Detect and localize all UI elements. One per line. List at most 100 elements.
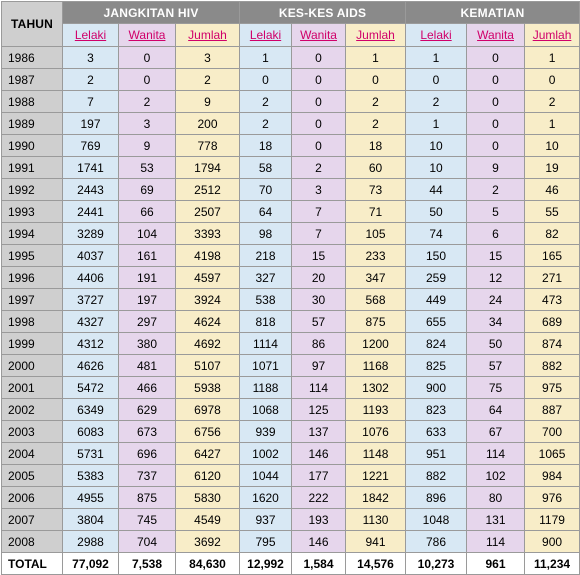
value-cell: 5 [466, 200, 526, 223]
value-cell: 795 [239, 530, 293, 553]
value-cell: 15 [291, 244, 347, 267]
group-header-row: TAHUN JANGKITAN HIV KES-KES AIDS KEMATIA… [1, 1, 580, 47]
value-cell: 7 [291, 222, 347, 245]
value-cell: 2 [239, 112, 293, 135]
value-cell: 50 [405, 200, 468, 223]
total-row: TOTAL 77,092 7,538 84,630 12,992 1,584 14,576 1… [1, 552, 580, 575]
value-cell: 1168 [345, 354, 407, 377]
value-cell: 673 [118, 420, 176, 443]
value-cell: 177 [291, 464, 347, 487]
value-cell: 2512 [174, 178, 241, 201]
total-value-cell: 77,092 [62, 552, 119, 575]
value-cell: 114 [466, 530, 526, 553]
value-cell: 3289 [62, 222, 119, 245]
subheader-cell: Wanita [118, 23, 176, 47]
value-cell: 1 [524, 112, 580, 135]
value-cell: 69 [118, 178, 176, 201]
value-cell: 9 [118, 134, 176, 157]
subheader-label: Wanita [477, 28, 514, 42]
table-row: 1999 4312 380 4692 1114 86 1200 824 50 874 [1, 332, 580, 355]
value-cell: 1071 [239, 354, 293, 377]
value-cell: 4955 [62, 486, 119, 509]
value-cell: 1620 [239, 486, 293, 509]
value-cell: 3924 [174, 288, 241, 311]
value-cell: 5107 [174, 354, 241, 377]
value-cell: 74 [405, 222, 468, 245]
table-body: 1986 3 0 3 1 0 1 1 0 1 1987 2 0 2 0 0 0 0 0 0 1988 7 2 9 2 0 2 2 0 2 1… [1, 46, 580, 575]
year-cell: 1993 [1, 200, 63, 223]
value-cell: 7 [62, 90, 119, 113]
subheader-label: Jumlah [532, 28, 572, 42]
subheader-row: Lelaki Wanita Jumlah Lelaki Wanita Jumlah Lela… [2, 23, 580, 47]
value-cell: 704 [118, 530, 176, 553]
value-cell: 5830 [174, 486, 241, 509]
value-cell: 4624 [174, 310, 241, 333]
value-cell: 778 [174, 134, 241, 157]
value-cell: 3804 [62, 508, 119, 531]
year-cell: 1988 [1, 90, 63, 113]
value-cell: 1188 [239, 376, 293, 399]
value-cell: 875 [345, 310, 407, 333]
value-cell: 745 [118, 508, 176, 531]
value-cell: 218 [239, 244, 293, 267]
value-cell: 18 [239, 134, 293, 157]
subheader-cell: Jumlah [345, 23, 407, 47]
total-value-cell: 10,273 [405, 552, 468, 575]
total-value-cell: 1,584 [291, 552, 347, 575]
value-cell: 5472 [62, 376, 119, 399]
value-cell: 10 [405, 134, 468, 157]
value-cell: 82 [524, 222, 580, 245]
value-cell: 5938 [174, 376, 241, 399]
year-cell: 1990 [1, 134, 63, 157]
year-cell: 1987 [1, 68, 63, 91]
value-cell: 466 [118, 376, 176, 399]
value-cell: 769 [62, 134, 119, 157]
group-header-hiv: JANGKITAN HIV [61, 1, 241, 24]
value-cell: 896 [405, 486, 468, 509]
total-value-cell: 84,630 [174, 552, 241, 575]
value-cell: 55 [524, 200, 580, 223]
value-cell: 60 [345, 156, 407, 179]
value-cell: 629 [118, 398, 176, 421]
value-cell: 5731 [62, 442, 119, 465]
table-header: TAHUN JANGKITAN HIV KES-KES AIDS KEMATIA… [1, 1, 580, 47]
table-row: 1990 769 9 778 18 0 18 10 0 10 [1, 134, 580, 157]
value-cell: 6978 [174, 398, 241, 421]
value-cell: 4198 [174, 244, 241, 267]
value-cell: 67 [466, 420, 526, 443]
subheader-label: Lelaki [249, 28, 282, 42]
value-cell: 900 [524, 530, 580, 553]
value-cell: 568 [345, 288, 407, 311]
value-cell: 58 [239, 156, 293, 179]
value-cell: 882 [524, 354, 580, 377]
value-cell: 696 [118, 442, 176, 465]
value-cell: 57 [466, 354, 526, 377]
subheader-label: Wanita [128, 28, 166, 42]
value-cell: 633 [405, 420, 468, 443]
value-cell: 473 [524, 288, 580, 311]
value-cell: 2 [345, 112, 407, 135]
value-cell: 6083 [62, 420, 119, 443]
value-cell: 105 [345, 222, 407, 245]
value-cell: 161 [118, 244, 176, 267]
year-cell: 1997 [1, 288, 63, 311]
value-cell: 80 [466, 486, 526, 509]
total-label: TOTAL [1, 552, 63, 575]
value-cell: 984 [524, 464, 580, 487]
value-cell: 150 [405, 244, 468, 267]
value-cell: 10 [524, 134, 580, 157]
value-cell: 0 [291, 90, 347, 113]
value-cell: 882 [405, 464, 468, 487]
year-cell: 1996 [1, 266, 63, 289]
value-cell: 825 [405, 354, 468, 377]
value-cell: 86 [291, 332, 347, 355]
value-cell: 3 [174, 46, 241, 69]
value-cell: 15 [466, 244, 526, 267]
value-cell: 1 [405, 112, 468, 135]
year-cell: 1989 [1, 112, 63, 135]
value-cell: 4549 [174, 508, 241, 531]
value-cell: 98 [239, 222, 293, 245]
table-row: 2001 5472 466 5938 1188 114 1302 900 75 975 [1, 376, 580, 399]
value-cell: 1 [524, 46, 580, 69]
